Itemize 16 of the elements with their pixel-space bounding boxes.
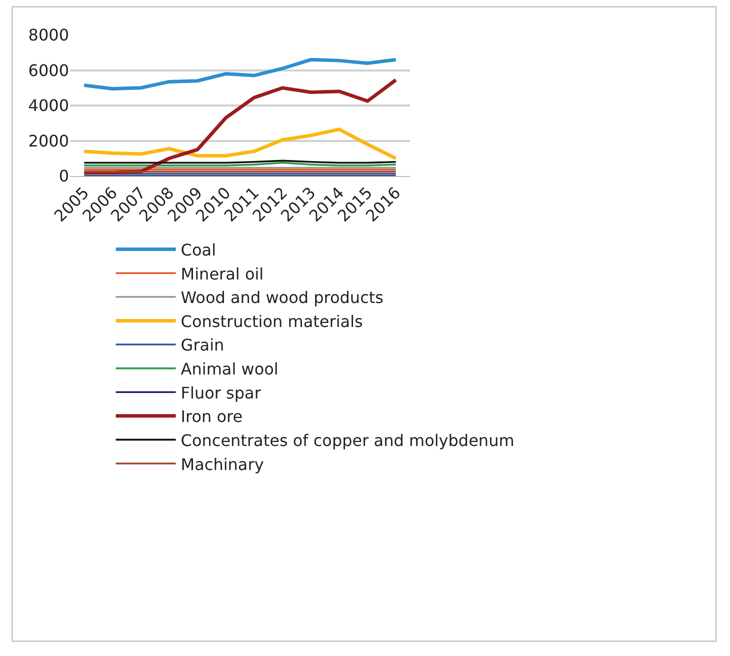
line-series bbox=[82, 58, 398, 91]
y-tick-label: 0 bbox=[58, 166, 69, 186]
legend-label: Mineral oil bbox=[180, 264, 264, 284]
legend-label: Wood and wood products bbox=[180, 288, 384, 308]
y-tick-label: 2000 bbox=[28, 131, 69, 150]
y-tick-label: 8000 bbox=[28, 26, 69, 45]
legend-label: Coal bbox=[180, 240, 216, 260]
legend-label: Iron ore bbox=[180, 407, 243, 426]
line-series bbox=[82, 128, 398, 160]
y-tick-label: 4000 bbox=[28, 96, 69, 116]
legend-label: Animal wool bbox=[180, 360, 278, 379]
y-tick-label: 6000 bbox=[28, 60, 69, 80]
legend-label: Construction materials bbox=[180, 312, 363, 331]
legend-label: Machinary bbox=[180, 454, 264, 474]
legend-label: Fluor spar bbox=[180, 383, 262, 402]
legend-label: Concentrates of copper and molybdenum bbox=[180, 430, 514, 450]
